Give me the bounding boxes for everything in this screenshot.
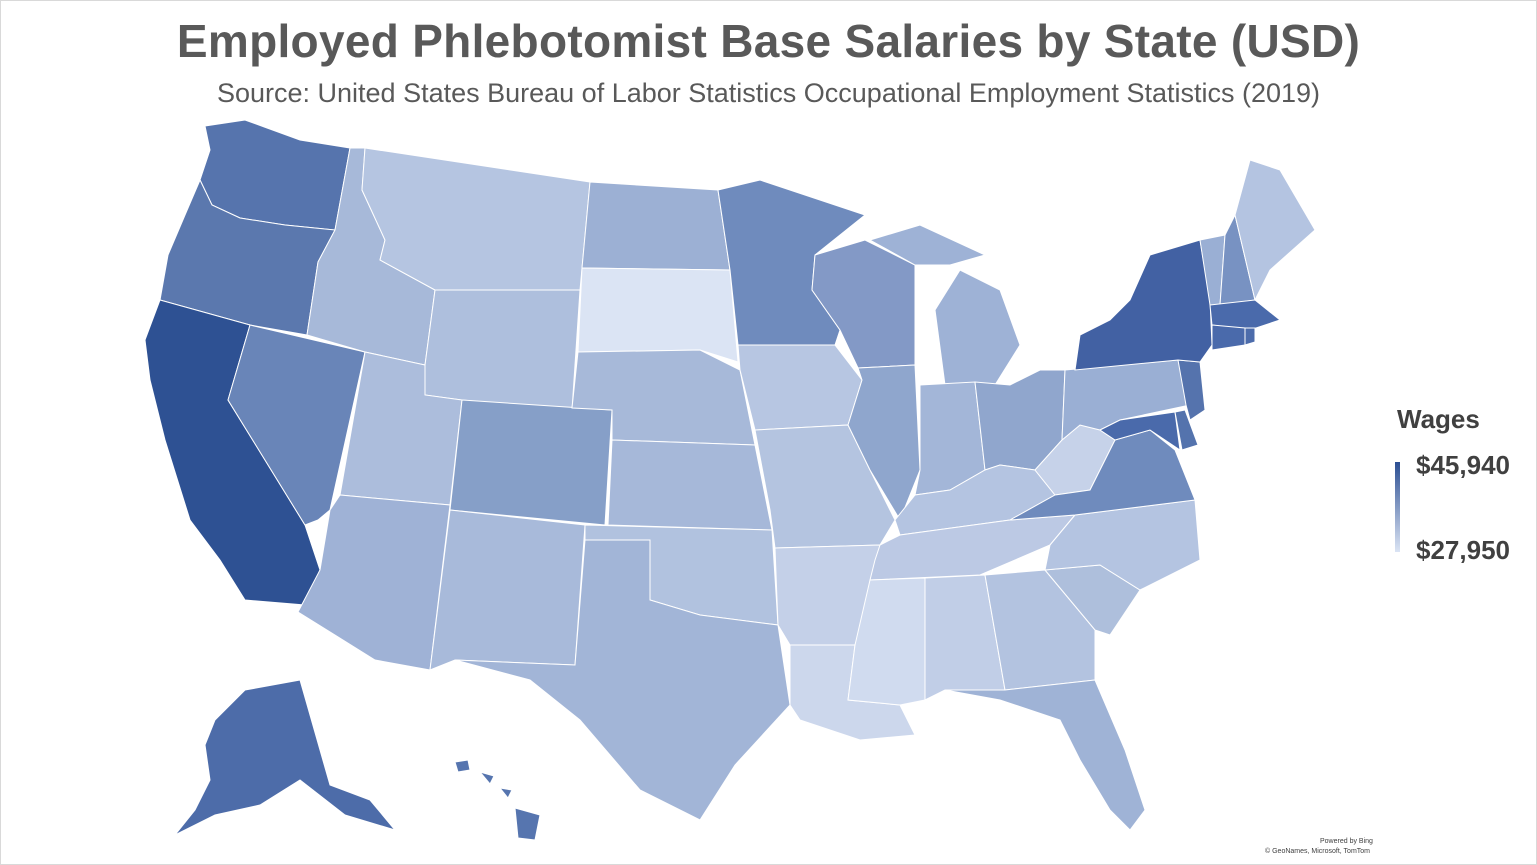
state-illinois[interactable] — [847, 364, 921, 522]
state-north-dakota[interactable] — [581, 181, 731, 271]
legend-title: Wages — [1397, 404, 1480, 434]
state-new-mexico[interactable] — [429, 509, 586, 671]
state-rhode-island[interactable] — [1244, 327, 1256, 346]
legend-min-label: $27,950 — [1416, 535, 1510, 565]
copyright-label: © GeoNames, Microsoft, TomTom — [1265, 848, 1370, 855]
chart-subtitle: Source: United States Bureau of Labor St… — [216, 78, 1321, 108]
state-massachusetts[interactable] — [1209, 299, 1282, 331]
state-alaska[interactable] — [174, 679, 397, 836]
chart-title: Employed Phlebotomist Base Salaries by S… — [176, 15, 1361, 67]
state-kansas[interactable] — [607, 439, 773, 531]
state-montana[interactable] — [361, 147, 591, 291]
state-texas[interactable] — [454, 539, 791, 821]
state-connecticut[interactable] — [1211, 324, 1246, 351]
state-florida[interactable] — [944, 679, 1146, 831]
state-south-dakota[interactable] — [577, 267, 739, 363]
state-iowa[interactable] — [737, 344, 863, 431]
state-new-york[interactable] — [1074, 239, 1213, 371]
state-maryland[interactable] — [1099, 411, 1181, 452]
state-delaware[interactable] — [1174, 409, 1199, 451]
legend-max-label: $45,940 — [1416, 450, 1510, 480]
state-colorado[interactable] — [449, 399, 613, 526]
state-hawaii[interactable] — [454, 759, 541, 841]
state-wyoming[interactable] — [424, 289, 581, 411]
state-georgia[interactable] — [984, 569, 1096, 691]
state-arizona[interactable] — [297, 494, 451, 671]
powered-by-label: Powered by Bing — [1320, 838, 1373, 845]
legend-gradient-bar — [1395, 462, 1400, 552]
